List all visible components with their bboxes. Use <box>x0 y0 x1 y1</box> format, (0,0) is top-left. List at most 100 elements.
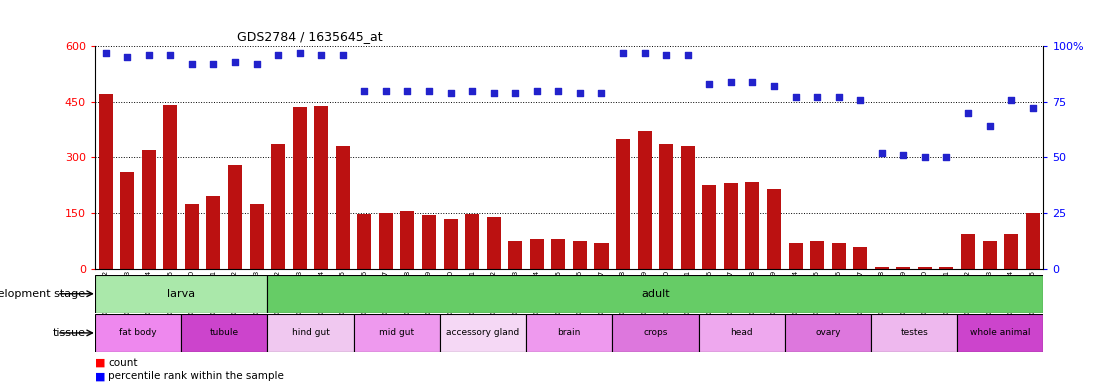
Point <box>743 79 761 85</box>
Bar <box>98 94 113 269</box>
Bar <box>660 144 673 269</box>
Point <box>981 123 999 129</box>
Text: percentile rank within the sample: percentile rank within the sample <box>108 371 285 381</box>
Text: adult: adult <box>641 289 670 299</box>
Bar <box>681 146 695 269</box>
Point <box>463 88 481 94</box>
Bar <box>637 131 652 269</box>
Point <box>398 88 416 94</box>
Text: GDS2784 / 1635645_at: GDS2784 / 1635645_at <box>237 30 383 43</box>
Bar <box>702 185 716 269</box>
Bar <box>573 241 587 269</box>
Point <box>937 154 955 161</box>
Point <box>377 88 395 94</box>
Text: hind gut: hind gut <box>291 328 329 338</box>
Bar <box>271 144 285 269</box>
Point <box>355 88 373 94</box>
Bar <box>121 172 134 269</box>
Bar <box>1004 233 1018 269</box>
Bar <box>724 184 738 269</box>
Bar <box>1026 213 1040 269</box>
Bar <box>785 314 870 352</box>
Point <box>227 59 244 65</box>
Point <box>636 50 654 56</box>
Bar <box>354 314 440 352</box>
Bar <box>185 204 199 269</box>
Point <box>722 79 740 85</box>
Text: crops: crops <box>643 328 667 338</box>
Bar <box>917 267 932 269</box>
Bar <box>896 267 911 269</box>
Bar <box>551 239 566 269</box>
Point <box>701 81 719 87</box>
Bar <box>163 106 177 269</box>
Bar <box>268 314 354 352</box>
Bar <box>357 214 372 269</box>
Point <box>959 110 976 116</box>
Point <box>291 50 309 56</box>
Text: fat body: fat body <box>119 328 156 338</box>
Text: count: count <box>108 358 137 368</box>
Point <box>484 90 502 96</box>
Point <box>204 61 222 67</box>
Text: development stage: development stage <box>0 289 86 299</box>
Point <box>140 52 157 58</box>
Bar <box>95 275 268 313</box>
Point <box>593 90 610 96</box>
Bar <box>854 247 867 269</box>
Bar <box>250 204 263 269</box>
Text: ■: ■ <box>95 371 105 381</box>
Point <box>420 88 437 94</box>
Bar <box>487 217 501 269</box>
Text: tissue: tissue <box>52 328 86 338</box>
Point <box>162 52 180 58</box>
Bar <box>530 239 543 269</box>
Bar <box>142 150 156 269</box>
Bar <box>206 197 221 269</box>
Bar <box>831 243 846 269</box>
Bar <box>745 182 759 269</box>
Bar <box>870 314 958 352</box>
Bar <box>401 210 414 269</box>
Point <box>183 61 201 67</box>
Bar <box>95 314 181 352</box>
Point <box>787 94 805 100</box>
Point <box>852 96 869 103</box>
Point <box>614 50 632 56</box>
Bar <box>595 243 608 269</box>
Bar <box>422 215 436 269</box>
Bar <box>292 107 307 269</box>
Bar <box>961 233 975 269</box>
Point <box>507 90 525 96</box>
Text: mid gut: mid gut <box>379 328 414 338</box>
Text: ■: ■ <box>95 358 105 368</box>
Text: tubule: tubule <box>210 328 239 338</box>
Bar <box>440 314 526 352</box>
Point <box>1002 96 1020 103</box>
Text: larva: larva <box>167 289 195 299</box>
Bar <box>443 219 458 269</box>
Bar <box>958 314 1043 352</box>
Point <box>97 50 115 56</box>
Bar <box>875 267 888 269</box>
Point <box>549 88 567 94</box>
Bar <box>810 241 824 269</box>
Bar <box>336 146 349 269</box>
Point <box>679 52 696 58</box>
Point <box>118 54 136 60</box>
Point <box>312 52 330 58</box>
Bar <box>789 243 802 269</box>
Bar <box>181 314 268 352</box>
Point <box>829 94 847 100</box>
Bar <box>940 267 953 269</box>
Bar <box>379 213 393 269</box>
Bar <box>315 106 328 269</box>
Bar <box>228 165 242 269</box>
Point <box>916 154 934 161</box>
Bar <box>616 139 631 269</box>
Point <box>248 61 266 67</box>
Point <box>873 150 891 156</box>
Text: testes: testes <box>901 328 929 338</box>
Point <box>894 152 912 158</box>
Text: brain: brain <box>558 328 580 338</box>
